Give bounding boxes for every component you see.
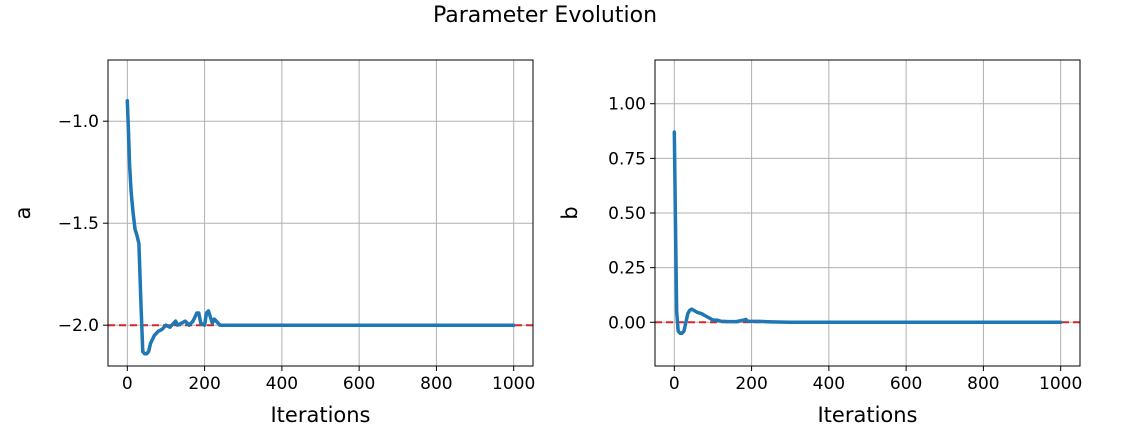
x-tick-label: 600 [890, 374, 922, 394]
x-tick-label: 1000 [492, 374, 535, 394]
x-tick-label: 200 [188, 374, 220, 394]
x-tick-label: 800 [967, 374, 999, 394]
y-tick-label: 0.00 [608, 313, 646, 333]
x-tick-label: 400 [266, 374, 298, 394]
x-axis-label: Iterations [270, 403, 370, 427]
y-tick-label: −2.0 [58, 316, 99, 336]
subplot-b: 0 200 400 600 800 1000 0.00 0.25 0.50 0.75 1.00 Ite… [558, 59, 1082, 427]
x-tick-label: 800 [420, 374, 452, 394]
y-axis-label: b [558, 206, 582, 219]
y-tick-label: 1.00 [608, 95, 646, 115]
figure-title: Parameter Evolution [433, 3, 657, 28]
y-tick-label: 0.75 [608, 149, 646, 169]
x-tick-label: 200 [735, 374, 767, 394]
x-tick-label: 0 [669, 374, 680, 394]
x-tick-label: 0 [122, 374, 133, 394]
x-tick-label: 1000 [1039, 374, 1082, 394]
y-tick-label: −1.5 [58, 214, 99, 234]
series-line [125, 99, 516, 356]
x-tick-label: 400 [813, 374, 845, 394]
y-axis-label: a [11, 207, 35, 220]
x-axis-label: Iterations [817, 403, 917, 427]
subplot-a: 0 200 400 600 800 1000 −2.0 −1.5 −1.0 Iterations a [11, 59, 535, 427]
x-tick-label: 600 [343, 374, 375, 394]
y-tick-label: −1.0 [58, 112, 99, 132]
y-tick-label: 0.25 [608, 259, 646, 279]
series-line [672, 130, 1063, 335]
axes-frame [107, 59, 534, 367]
y-tick-label: 0.50 [608, 204, 646, 224]
